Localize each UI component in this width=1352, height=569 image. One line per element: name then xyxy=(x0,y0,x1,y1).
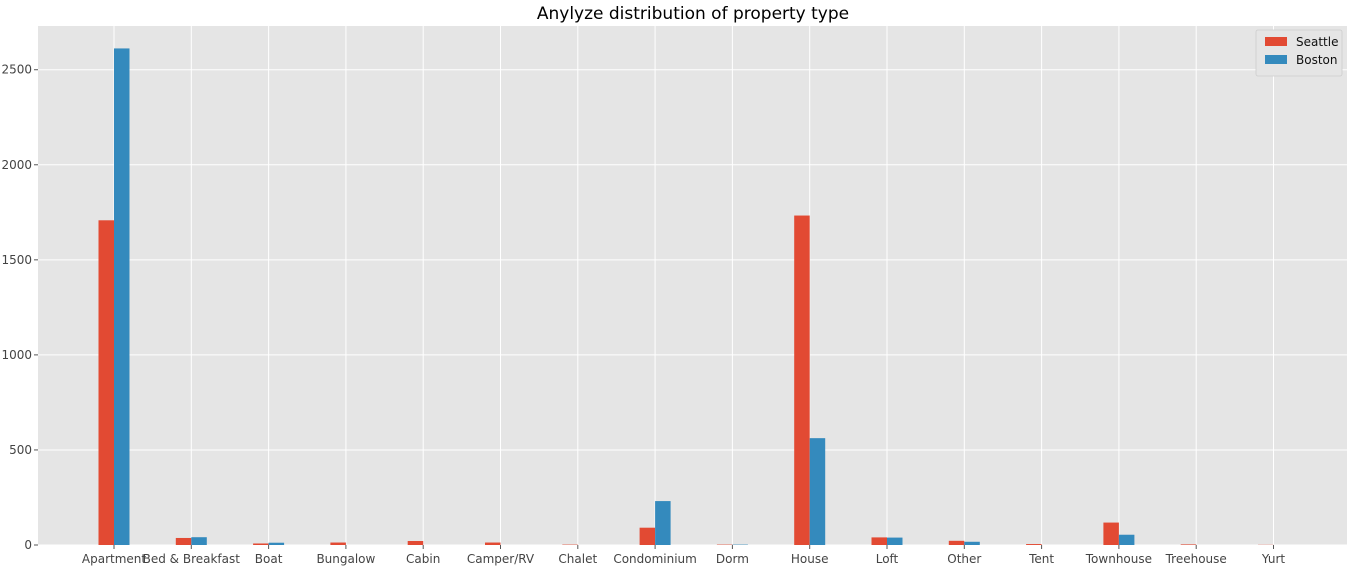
x-tick-label: Townhouse xyxy=(1085,552,1152,566)
bars xyxy=(98,48,1274,546)
bar-seattle-bed-breakfast xyxy=(175,537,192,545)
bar-boston-townhouse xyxy=(1118,534,1135,545)
legend-label: Seattle xyxy=(1296,35,1338,49)
x-tick-label: Other xyxy=(947,552,981,566)
bar-boston-condominium xyxy=(655,501,671,545)
x-tick-label: Condominium xyxy=(613,552,697,566)
x-tick-label: Treehouse xyxy=(1165,552,1227,566)
bar-seattle-camper-rv xyxy=(485,542,501,545)
grid-lines xyxy=(38,26,1347,546)
bar-boston-house xyxy=(809,438,826,545)
x-tick-label: Apartment xyxy=(82,552,146,566)
bar-seattle-apartment xyxy=(98,220,114,546)
bar-seattle-condominium xyxy=(639,527,656,545)
plot-background xyxy=(38,26,1347,545)
x-tick-label: Camper/RV xyxy=(467,552,535,566)
y-tick-label: 500 xyxy=(9,443,32,457)
x-tick-label: Cabin xyxy=(406,552,440,566)
bar-seattle-tent xyxy=(1026,544,1042,545)
x-tick-label: Yurt xyxy=(1261,552,1285,566)
x-tick-label: Bungalow xyxy=(316,552,375,566)
legend-label: Boston xyxy=(1296,53,1337,67)
x-tick-label: Tent xyxy=(1028,552,1054,566)
bar-boston-other xyxy=(964,541,980,545)
x-tick-label: Chalet xyxy=(558,552,597,566)
bar-boston-bed-breakfast xyxy=(191,537,207,545)
bar-boston-boat xyxy=(268,542,285,545)
bar-seattle-treehouse xyxy=(1180,544,1197,545)
x-tick-label: Boat xyxy=(255,552,283,566)
bar-seattle-cabin xyxy=(407,541,424,545)
bar-seattle-townhouse xyxy=(1103,522,1119,545)
bar-boston-apartment xyxy=(114,48,130,545)
chart-title: Anylyze distribution of property type xyxy=(537,4,849,24)
x-tick-label: Dorm xyxy=(716,552,749,566)
bar-seattle-house xyxy=(794,215,810,546)
bar-seattle-bungalow xyxy=(330,542,346,545)
bar-seattle-other xyxy=(948,540,965,545)
legend: Seattle Boston xyxy=(1255,29,1343,77)
legend-swatch xyxy=(1265,37,1287,46)
bar-seattle-loft xyxy=(871,537,887,545)
x-tick-label: Loft xyxy=(876,552,899,566)
y-tick-label: 0 xyxy=(24,538,32,552)
legend-swatch xyxy=(1265,55,1287,64)
y-tick-label: 1000 xyxy=(1,348,32,362)
bar-boston-loft xyxy=(887,537,903,545)
y-axis-ticks: 0 500 1000 1500 2000 2500 xyxy=(1,63,38,552)
y-tick-label: 1500 xyxy=(1,253,32,267)
y-tick-label: 2500 xyxy=(1,63,32,77)
y-tick-label: 2000 xyxy=(1,158,32,172)
bar-seattle-boat xyxy=(253,543,269,545)
x-tick-label: House xyxy=(791,552,829,566)
x-tick-label: Bed & Breakfast xyxy=(143,552,241,566)
